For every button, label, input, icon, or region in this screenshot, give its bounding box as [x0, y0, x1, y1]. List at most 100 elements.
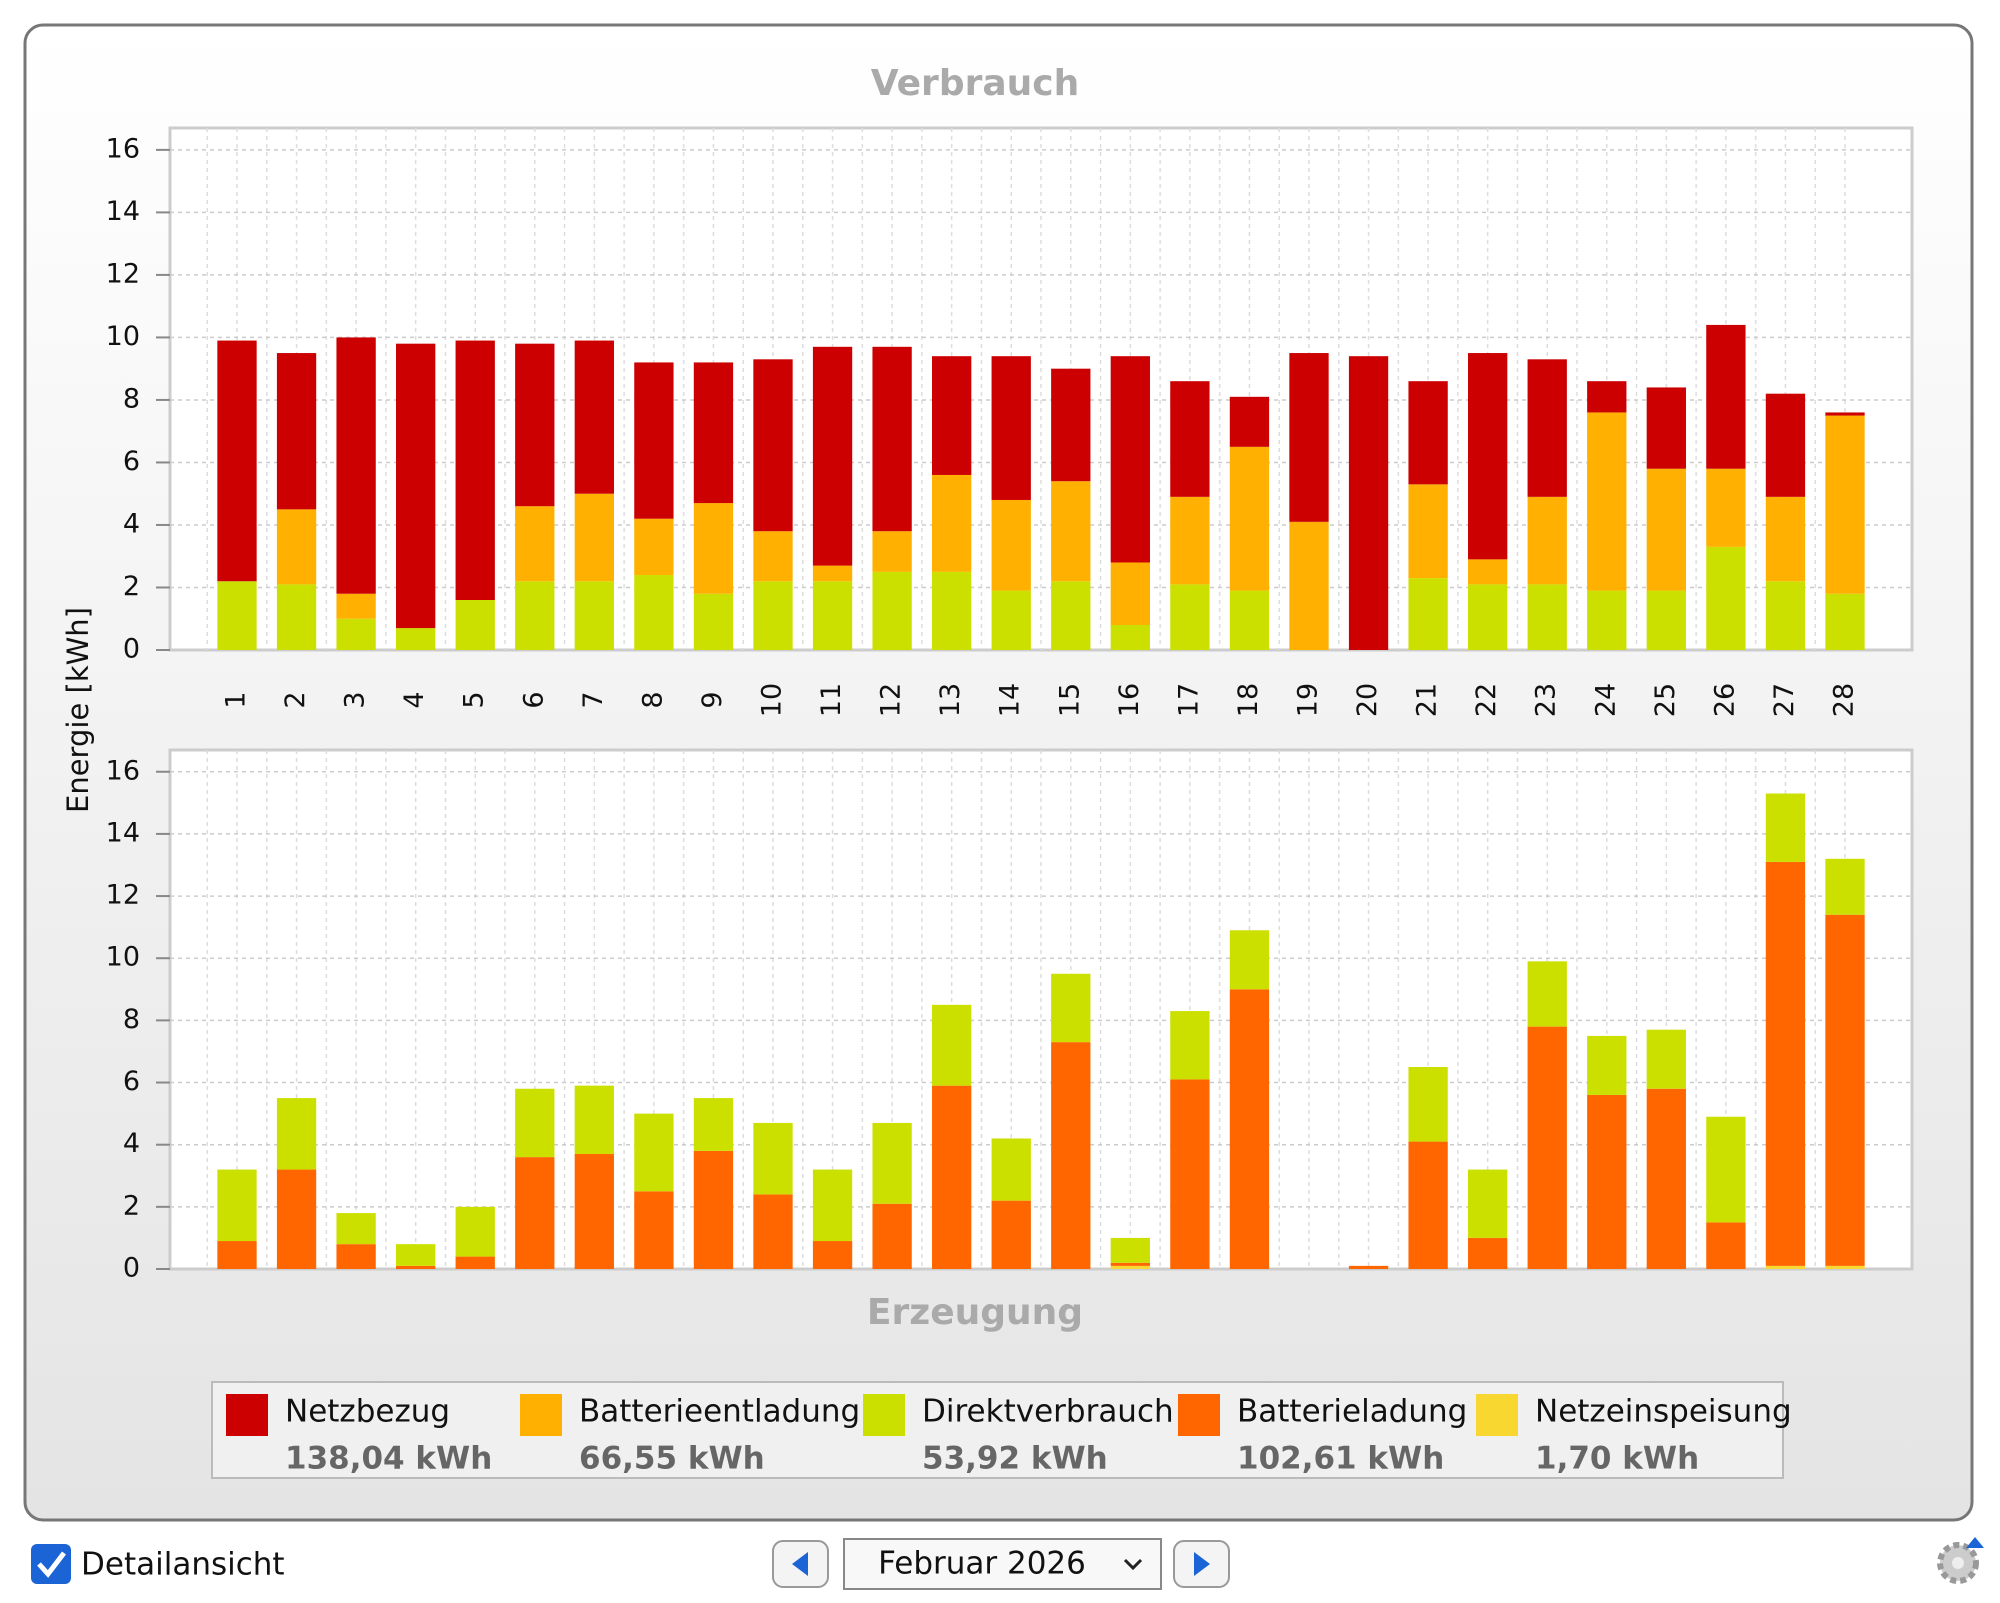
bar-segment — [574, 493, 614, 582]
bar-segment — [336, 1244, 376, 1269]
period-label[interactable]: Februar 2026 — [878, 1546, 1086, 1582]
period-select[interactable] — [843, 1538, 1162, 1590]
bar-segment — [1825, 412, 1865, 416]
y-tick-label: 10 — [106, 321, 140, 352]
bar-segment — [693, 362, 734, 504]
bar-segment — [872, 346, 912, 532]
y-tick-label: 8 — [123, 383, 140, 414]
bar-segment — [1706, 324, 1746, 469]
bar-segment — [1051, 368, 1091, 482]
legend-swatch — [226, 1394, 268, 1436]
next-arrow[interactable] — [1194, 1552, 1210, 1576]
bar-segment — [455, 1256, 495, 1269]
bar-segment — [515, 1157, 555, 1269]
bar-segment — [991, 499, 1031, 591]
bar-segment — [991, 1200, 1031, 1269]
x-tick-label: 5 — [459, 691, 490, 708]
bar-segment — [336, 618, 376, 650]
bar-segment — [1765, 393, 1806, 497]
bar-segment — [276, 1169, 317, 1269]
legend-total: 138,04 kWh — [285, 1441, 492, 1477]
bar-segment — [932, 356, 972, 475]
bar-segment — [693, 1150, 734, 1269]
x-tick-label: 27 — [1769, 683, 1800, 717]
prev-arrow[interactable] — [792, 1552, 808, 1576]
checkbox-box[interactable] — [31, 1544, 71, 1584]
legend-total: 1,70 kWh — [1535, 1441, 1699, 1477]
x-tick-label: 7 — [578, 691, 609, 708]
settings-icon[interactable] — [1937, 1537, 1984, 1584]
x-tick-label: 10 — [757, 683, 788, 717]
select-caret[interactable] — [1123, 1558, 1143, 1571]
y-tick-label: 16 — [106, 755, 140, 786]
bar-segment — [1706, 1116, 1746, 1223]
select-box[interactable] — [843, 1538, 1162, 1590]
bar-segment — [1051, 581, 1091, 650]
bar-segment — [693, 503, 734, 594]
bar-segment — [455, 340, 495, 600]
bar-segment — [991, 590, 1031, 650]
legend-label: Netzbezug — [285, 1394, 450, 1430]
bar-segment — [396, 343, 436, 629]
bar-segment — [276, 509, 317, 585]
bar-segment — [1051, 973, 1091, 1043]
bar-segment — [1587, 1094, 1627, 1269]
y-tick-label: 6 — [123, 446, 140, 477]
bar-segment — [1468, 559, 1508, 585]
bar-segment — [276, 584, 317, 650]
bar-segment — [1587, 1035, 1627, 1095]
legend-swatch — [1476, 1394, 1518, 1436]
legend-label: Batterieentladung — [579, 1394, 860, 1430]
bar-segment — [1825, 415, 1865, 594]
bar-segment — [1825, 914, 1865, 1266]
bar-segment — [515, 343, 555, 507]
bar-segment — [217, 581, 257, 650]
bar-segment — [1408, 1066, 1448, 1142]
legend-box — [211, 1381, 1784, 1479]
bar-segment — [1408, 381, 1448, 485]
bar-segment — [812, 1169, 853, 1242]
x-tick-label: 13 — [935, 683, 966, 717]
legend-swatch — [520, 1394, 562, 1436]
bar-segment — [812, 346, 853, 566]
bar-segment — [753, 1194, 793, 1269]
bar-segment — [872, 571, 912, 650]
bar-segment — [1110, 562, 1150, 625]
bar-segment — [1229, 446, 1270, 591]
x-tick-label: 8 — [637, 691, 668, 708]
checkmark[interactable] — [37, 1551, 66, 1578]
gear-hole[interactable] — [1952, 1557, 1964, 1569]
checkbox-label[interactable]: Detailansicht — [81, 1547, 285, 1583]
bar-segment — [1825, 858, 1865, 915]
bar-segment — [1348, 1265, 1389, 1269]
bar-segment — [1170, 1011, 1210, 1080]
x-tick-label: 3 — [340, 691, 371, 708]
x-tick-label: 20 — [1352, 683, 1383, 717]
bar-segment — [991, 356, 1031, 500]
next-button[interactable] — [1173, 1540, 1230, 1588]
bar-segment — [396, 1244, 436, 1266]
bar-segment — [1527, 1026, 1567, 1269]
y-tick-label: 14 — [106, 196, 140, 227]
bar-segment — [1527, 359, 1567, 497]
bar-segment — [217, 340, 257, 582]
bar-segment — [336, 1213, 376, 1245]
bar-segment — [217, 1241, 257, 1269]
x-tick-label: 14 — [995, 683, 1026, 717]
legend-total: 102,61 kWh — [1237, 1441, 1444, 1477]
legend-swatch — [1178, 1394, 1220, 1436]
gear-arrow[interactable] — [1966, 1537, 1984, 1548]
x-tick-label: 22 — [1471, 683, 1502, 717]
bar-segment — [1706, 1222, 1746, 1269]
bar-segment — [1110, 1265, 1150, 1269]
bar-segment — [693, 593, 734, 650]
bar-segment — [1646, 590, 1686, 650]
bar-segment — [1646, 1029, 1686, 1089]
bar-segment — [753, 531, 793, 582]
bar-segment — [1825, 593, 1865, 650]
bar-segment — [1468, 584, 1508, 650]
checkbox[interactable] — [31, 1544, 71, 1584]
bar-segment — [1110, 1262, 1150, 1266]
prev-button[interactable] — [772, 1540, 829, 1588]
bar-segment — [1765, 793, 1806, 862]
